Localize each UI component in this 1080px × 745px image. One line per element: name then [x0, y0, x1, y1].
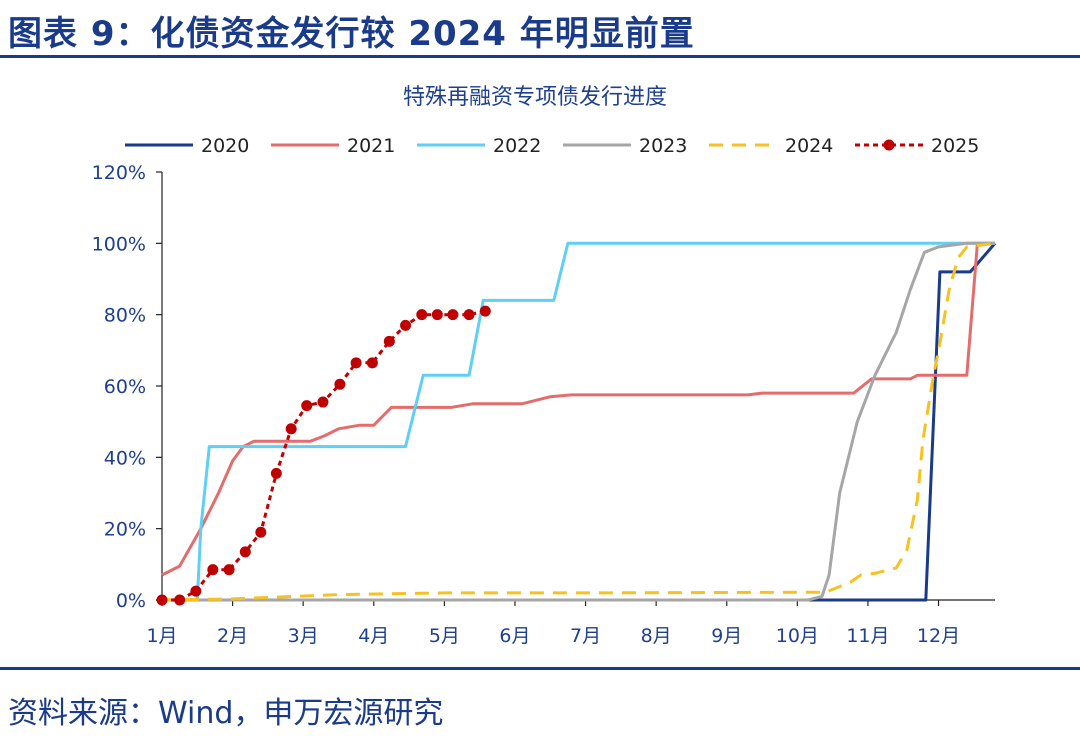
data-point-2025 — [463, 309, 475, 321]
x-tick-label: 8月 — [641, 625, 672, 647]
data-point-2025 — [301, 400, 313, 412]
data-point-2025 — [350, 357, 362, 369]
data-point-2025 — [400, 319, 412, 331]
legend-label-2023: 2023 — [639, 135, 687, 157]
legend-label-2025: 2025 — [931, 135, 979, 157]
x-tick-label: 1月 — [146, 625, 177, 647]
y-tick-label: 0% — [116, 590, 146, 612]
y-tick-label: 60% — [104, 376, 146, 398]
source-note: 资料来源：Wind，申万宏源研究 — [8, 696, 444, 731]
x-tick-label: 6月 — [499, 625, 530, 647]
x-tick-label: 9月 — [711, 625, 742, 647]
x-tick-label: 4月 — [358, 625, 389, 647]
series-line-2024 — [161, 241, 996, 602]
data-point-2025 — [317, 396, 329, 408]
data-point-2025 — [207, 564, 219, 576]
legend-label-2021: 2021 — [347, 135, 395, 157]
y-tick-label: 40% — [104, 447, 146, 469]
series-line-2020 — [162, 242, 997, 602]
data-point-2025 — [447, 309, 459, 321]
data-point-2025 — [223, 564, 235, 576]
axes: 0% 20% 40% 60% 80% 100% 120% 1月 2月 3月 4月 5月 6月 7月 8月 9月… — [92, 162, 995, 647]
line-chart: 特殊再融资专项债发行进度 2020 2021 2022 2023 2024 2025 0%… — [92, 85, 997, 647]
legend-marker-2025 — [883, 139, 895, 151]
data-point-2025 — [174, 594, 186, 606]
data-point-2025 — [431, 309, 443, 321]
legend-label-2022: 2022 — [493, 135, 541, 157]
x-tick-label: 12月 — [917, 625, 960, 647]
data-point-2025 — [239, 546, 251, 558]
series-line-2025 — [162, 309, 486, 602]
series-line-2023 — [162, 241, 995, 602]
x-tick-label: 11月 — [846, 625, 889, 647]
x-tick-label: 2月 — [217, 625, 248, 647]
data-point-2025 — [255, 526, 267, 538]
x-tick-label: 3月 — [288, 625, 319, 647]
x-tick-label: 7月 — [570, 625, 601, 647]
data-point-2025 — [285, 423, 297, 435]
bottom-divider — [0, 667, 1080, 670]
series-group — [156, 241, 997, 606]
series-line-2022 — [162, 241, 995, 602]
data-point-2025 — [190, 585, 202, 597]
data-point-2025 — [416, 309, 428, 321]
y-tick-label: 100% — [92, 233, 146, 255]
figure-title: 图表 9：化债资金发行较 2024 年明显前置 — [8, 14, 695, 54]
data-point-2025 — [334, 378, 346, 390]
data-point-2025 — [270, 467, 282, 479]
data-point-2025 — [479, 305, 491, 317]
y-tick-label: 20% — [104, 519, 146, 541]
chart-title: 特殊再融资专项债发行进度 — [403, 85, 667, 110]
legend-label-2020: 2020 — [201, 135, 249, 157]
y-tick-label: 120% — [92, 162, 146, 184]
y-tick-label: 80% — [104, 305, 146, 327]
data-point-2025 — [156, 594, 168, 606]
x-tick-label: 5月 — [429, 625, 460, 647]
data-point-2025 — [383, 335, 395, 347]
series-line-2021 — [161, 241, 995, 577]
legend-label-2024: 2024 — [785, 135, 833, 157]
x-tick-label: 10月 — [776, 625, 819, 647]
top-divider — [0, 55, 1080, 58]
legend: 2020 2021 2022 2023 2024 2025 — [125, 135, 979, 157]
data-point-2025 — [366, 357, 378, 369]
